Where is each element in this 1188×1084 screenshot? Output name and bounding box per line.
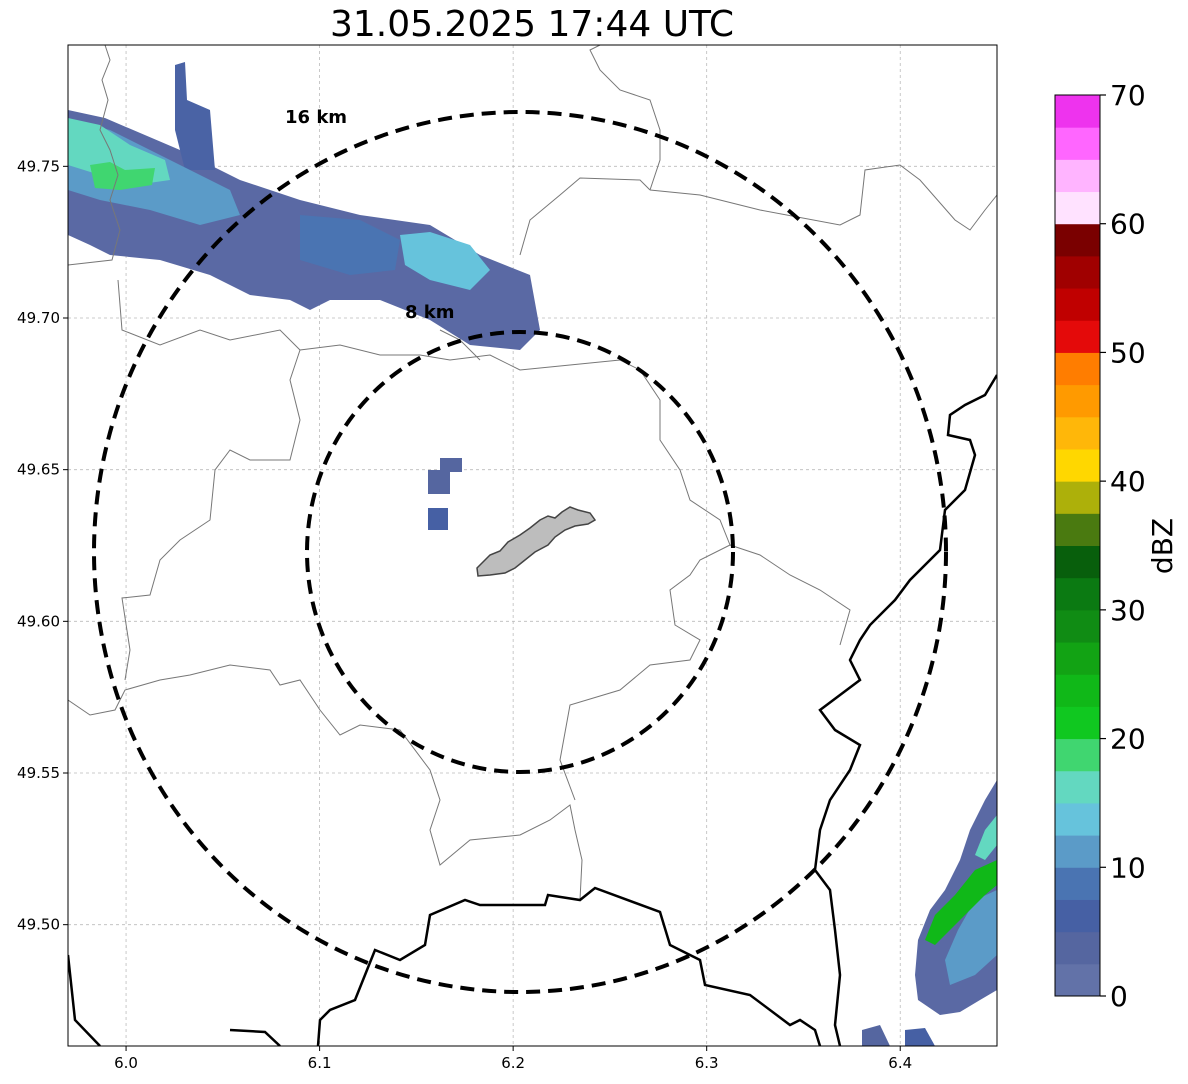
colorbar-label: dBZ (1146, 518, 1179, 574)
map-plot-area (68, 45, 997, 1046)
border-line (68, 954, 101, 1046)
colorbar-swatch (1055, 255, 1100, 289)
x-tick-label: 6.0 (114, 1054, 138, 1072)
colorbar-frame (1054, 94, 1101, 997)
echo-cell-center-2 (440, 458, 462, 472)
colorbar-swatch (1055, 738, 1100, 772)
boundary-line (299, 344, 731, 546)
national-borders (68, 374, 997, 1046)
boundary-line (729, 544, 851, 646)
echo-core-center-cyan (400, 232, 490, 290)
echo-core-se-green (925, 860, 997, 945)
colorbar-swatch (1055, 448, 1100, 482)
border-line (813, 374, 997, 1046)
colorbar-swatch (1055, 320, 1100, 353)
y-tick-label: 49.65 (17, 461, 60, 479)
colorbar-tick-label: 70 (1110, 79, 1146, 112)
colorbar-swatch (1055, 770, 1100, 804)
x-tick-label: 6.3 (695, 1054, 719, 1072)
border-line (316, 886, 822, 1046)
boundary-line (68, 45, 121, 266)
y-tick-label: 49.50 (17, 916, 60, 934)
map-title: 31.05.2025 17:44 UTC (329, 4, 735, 45)
border-line (229, 1028, 281, 1046)
colorbar-swatch (1055, 352, 1100, 386)
colorbar-tick-label: 0 (1110, 980, 1128, 1013)
range-ring-16km (92, 110, 948, 994)
colorbar-tick-label: 40 (1110, 465, 1146, 498)
colorbar-swatch (1055, 513, 1100, 546)
colorbar-swatch (1055, 127, 1100, 160)
echo-core-nw-green (90, 162, 155, 190)
colorbar-swatch (1055, 899, 1100, 933)
colorbar-swatch (1055, 963, 1100, 997)
echo-cell-nw-top (175, 62, 215, 170)
echo-core-se-cyan (975, 815, 997, 860)
colorbar-swatch (1055, 159, 1100, 193)
radar-site-outline (476, 506, 597, 577)
colorbar-swatch (1055, 802, 1100, 836)
echo-core-center-blue (300, 215, 400, 275)
echo-cell-center-1 (428, 470, 450, 494)
x-tick-label: 6.4 (888, 1054, 912, 1072)
y-tick-label: 49.55 (17, 764, 60, 782)
colorbar-swatch (1055, 416, 1100, 450)
echo-cell-center-3 (428, 508, 448, 530)
colorbar-tick-label: 50 (1110, 336, 1146, 369)
y-tick-label: 49.70 (17, 309, 60, 327)
colorbar-swatch (1055, 577, 1100, 611)
y-tick-label: 49.60 (17, 612, 60, 630)
colorbar-swatch (1055, 867, 1100, 900)
colorbar-ticks: 0 10 20 30 40 50 60 70 (1100, 79, 1146, 1013)
colorbar-swatches (1055, 95, 1100, 997)
colorbar-swatch (1055, 706, 1100, 740)
map-frame (67, 44, 998, 1047)
boundary-line (519, 177, 651, 256)
admin-boundaries (68, 45, 997, 901)
colorbar-swatch (1055, 609, 1100, 643)
colorbar-swatch (1055, 931, 1100, 965)
colorbar-tick-label: 60 (1110, 208, 1146, 241)
x-axis-ticks: 6.0 6.1 6.2 6.3 6.4 (114, 1046, 912, 1072)
colorbar-tick-label: 20 (1110, 723, 1146, 756)
colorbar-swatch (1055, 545, 1100, 579)
ring-label-8km: 8 km (405, 302, 455, 323)
boundary-line (121, 349, 301, 681)
colorbar-swatch (1055, 191, 1100, 225)
echo-cell-se-bottom (862, 1025, 890, 1046)
boundary-line (649, 164, 997, 231)
boundary-line (559, 544, 731, 801)
echo-core-se-blue (945, 890, 997, 985)
range-ring-8km (305, 330, 735, 774)
colorbar-swatch (1055, 95, 1100, 128)
x-tick-label: 6.2 (501, 1054, 525, 1072)
colorbar-swatch (1055, 223, 1100, 257)
colorbar-swatch (1055, 674, 1100, 707)
x-tick-label: 6.1 (308, 1054, 332, 1072)
y-tick-label: 49.75 (17, 157, 60, 175)
colorbar-swatch (1055, 835, 1100, 868)
boundary-line (117, 279, 301, 351)
colorbar: 0 10 20 30 40 50 60 70 dBZ (1054, 79, 1179, 1013)
boundary-line (68, 664, 583, 901)
colorbar-swatch (1055, 384, 1100, 418)
boundary-line (589, 45, 661, 191)
colorbar-swatch (1055, 481, 1100, 514)
colorbar-tick-label: 30 (1110, 594, 1146, 627)
colorbar-swatch (1055, 642, 1100, 675)
y-axis-ticks: 49.50 49.55 49.60 49.65 49.70 49.75 (17, 157, 68, 934)
radar-echoes (68, 62, 997, 1046)
colorbar-tick-label: 10 (1110, 851, 1146, 884)
ring-label-16km: 16 km (285, 107, 347, 128)
echo-cell-se-bottom-2 (905, 1028, 935, 1046)
colorbar-swatch (1055, 288, 1100, 321)
